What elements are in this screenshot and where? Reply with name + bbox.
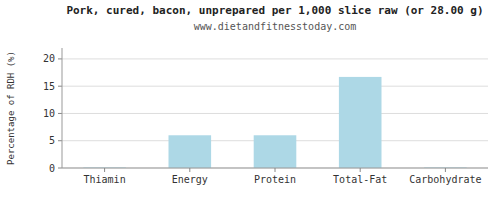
tick-mark — [58, 168, 62, 169]
tick-mark — [104, 168, 105, 172]
tick-label: Protein — [254, 174, 296, 185]
tick-label: Thiamin — [84, 174, 126, 185]
tick-mark — [58, 140, 62, 141]
tick-label: 5 — [49, 135, 55, 146]
bar — [254, 135, 297, 168]
tick-label: Energy — [172, 174, 208, 185]
grid-line — [62, 113, 488, 114]
subtitle: www.dietandfitnesstoday.com — [194, 21, 357, 32]
tick-mark — [275, 168, 276, 172]
tick-label: 20 — [43, 53, 55, 64]
tick-label: Total-Fat — [333, 174, 387, 185]
y-axis-label: Percentage of RDH (%) — [6, 51, 16, 165]
tick-mark — [445, 168, 446, 172]
tick-mark — [58, 113, 62, 114]
grid-line — [62, 58, 488, 59]
tick-label: 15 — [43, 81, 55, 92]
y-axis: 0 5 10 15 20 — [43, 53, 488, 173]
y-axis-line — [62, 48, 63, 168]
bar — [169, 135, 212, 168]
tick-mark — [189, 168, 190, 172]
chart-svg: Pork, cured, bacon, unprepared per 1,000… — [0, 0, 500, 200]
chart-container: Pork, cured, bacon, unprepared per 1,000… — [0, 0, 500, 200]
tick-label: 10 — [43, 108, 55, 119]
bars — [83, 77, 466, 168]
title: Pork, cured, bacon, unprepared per 1,000… — [66, 4, 483, 17]
tick-label: Carbohydrate — [409, 174, 481, 185]
tick-mark — [58, 86, 62, 87]
tick-label: 0 — [49, 163, 55, 174]
tick-mark — [360, 168, 361, 172]
x-axis: Thiamin Energy Protein Total-Fat Carbohydrat… — [84, 168, 482, 185]
bar — [339, 77, 382, 168]
grid-line — [62, 86, 488, 87]
tick-mark — [58, 58, 62, 59]
